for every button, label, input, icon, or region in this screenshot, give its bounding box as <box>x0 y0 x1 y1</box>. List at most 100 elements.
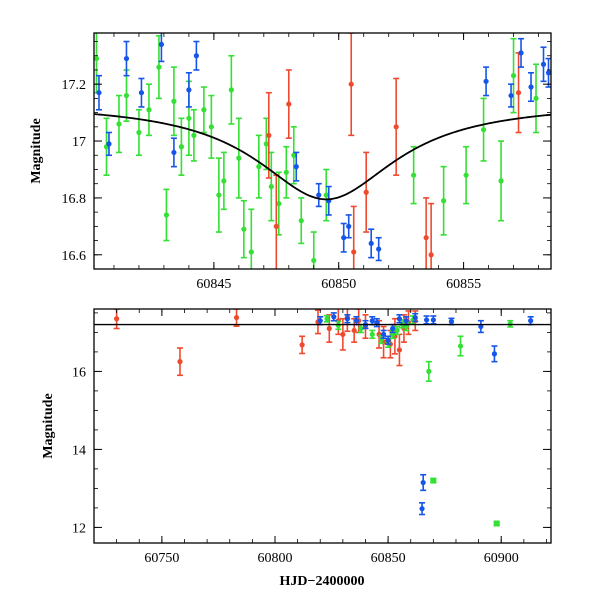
data-point <box>240 199 247 259</box>
data-point <box>380 329 387 340</box>
point-marker <box>263 141 269 147</box>
data-point <box>176 347 183 377</box>
data-point <box>345 214 352 239</box>
data-point <box>396 314 403 324</box>
data-point <box>410 145 417 205</box>
data-point <box>330 312 337 322</box>
point-marker <box>528 84 534 90</box>
point-marker <box>326 325 332 332</box>
green-series <box>94 33 540 269</box>
x-tick-label: 60800 <box>257 551 292 566</box>
point-marker <box>380 331 387 337</box>
data-point <box>324 314 331 323</box>
x-tick-label: 60845 <box>196 277 231 292</box>
blue-series <box>95 33 551 262</box>
point-marker <box>480 127 487 133</box>
data-point <box>268 151 275 222</box>
data-point <box>507 319 514 328</box>
point-marker <box>286 101 292 107</box>
data-point <box>423 315 430 325</box>
point-marker <box>94 55 100 62</box>
data-point <box>293 151 300 182</box>
point-marker <box>385 337 391 343</box>
point-marker <box>430 477 437 484</box>
point-marker <box>283 169 289 175</box>
point-marker <box>136 129 142 136</box>
data-point <box>138 77 145 108</box>
point-marker <box>248 249 254 255</box>
data-point <box>235 117 242 199</box>
data-point <box>220 151 227 211</box>
point-marker <box>508 92 514 99</box>
point-marker <box>138 90 145 96</box>
data-point <box>115 94 122 154</box>
data-point <box>105 131 112 157</box>
y-tick-label: 12 <box>72 521 86 536</box>
data-point <box>123 40 130 77</box>
point-marker <box>228 87 234 93</box>
data-point <box>428 202 435 269</box>
point-marker <box>353 318 360 324</box>
point-marker <box>348 81 354 87</box>
point-marker <box>420 479 426 486</box>
point-marker <box>528 318 534 324</box>
data-point <box>518 37 525 68</box>
data-point <box>265 91 272 179</box>
data-point <box>540 46 547 83</box>
point-marker <box>291 152 297 158</box>
data-point <box>233 309 240 327</box>
red-series <box>113 309 419 377</box>
data-point <box>315 182 322 208</box>
point-marker <box>351 327 357 334</box>
point-marker <box>483 78 489 84</box>
point-marker <box>163 212 170 218</box>
full-plot-area <box>94 309 551 527</box>
point-marker <box>393 124 399 130</box>
point-marker <box>268 183 274 190</box>
point-marker <box>540 61 547 67</box>
data-point <box>394 325 401 336</box>
point-marker <box>419 506 425 512</box>
data-point <box>420 473 427 492</box>
point-marker <box>463 172 469 178</box>
data-point <box>498 140 505 222</box>
data-point <box>135 108 142 157</box>
x-tick-label: 60900 <box>484 551 519 566</box>
point-marker <box>498 178 504 184</box>
data-point <box>375 236 382 262</box>
point-marker <box>412 314 418 321</box>
point-marker <box>344 316 350 322</box>
data-point <box>477 319 484 334</box>
point-marker <box>317 318 323 324</box>
full-axes: 60750 60800 60850 60900 12 14 16 <box>72 309 551 566</box>
point-marker <box>510 73 517 79</box>
point-marker <box>346 223 352 229</box>
point-marker <box>177 359 183 365</box>
data-point <box>170 66 177 137</box>
data-point <box>393 77 400 176</box>
point-marker <box>448 318 455 325</box>
data-point <box>208 94 215 159</box>
point-marker <box>341 235 347 241</box>
data-point <box>528 72 535 103</box>
point-marker <box>201 107 207 113</box>
point-marker <box>256 164 262 170</box>
point-marker <box>493 520 500 527</box>
data-point <box>103 117 110 176</box>
point-marker <box>116 121 122 127</box>
data-point <box>493 520 500 527</box>
zoom-axes: 60845 60850 60855 16.6 16.8 17 17.2 <box>62 33 551 292</box>
zoom-plot-area <box>94 33 551 269</box>
point-marker <box>276 201 282 207</box>
point-marker <box>273 223 279 229</box>
y-tick-label: 14 <box>72 443 86 458</box>
data-point <box>508 83 515 108</box>
point-marker <box>158 41 165 47</box>
zoom-y-axis-title: Magnitude <box>29 118 44 183</box>
data-point <box>430 477 437 484</box>
point-marker <box>403 318 409 324</box>
data-point <box>190 108 197 162</box>
point-marker <box>171 149 177 156</box>
full-y-axis-title: Magnitude <box>41 393 56 458</box>
